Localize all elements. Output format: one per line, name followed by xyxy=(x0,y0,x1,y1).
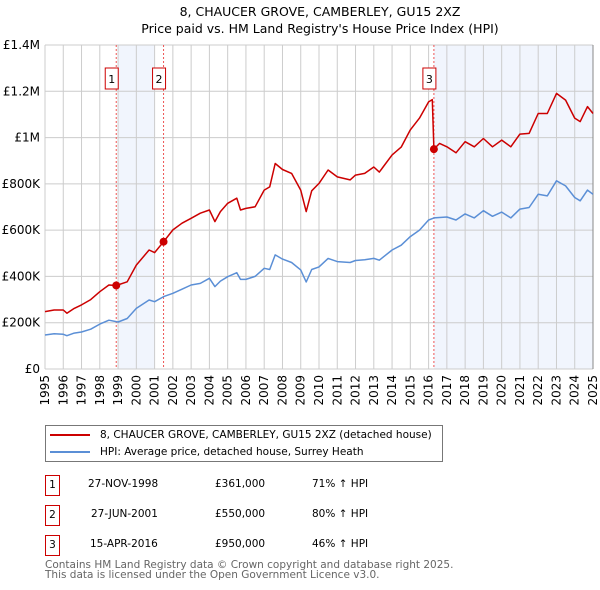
y-tick-label: £800K xyxy=(2,177,42,191)
x-tick-label: 2004 xyxy=(202,375,216,406)
sale-marker-label: 1 xyxy=(108,73,115,86)
sale-point-3 xyxy=(429,145,438,154)
sale-marker-box xyxy=(152,67,167,90)
x-tick-label: 2001 xyxy=(148,375,162,406)
hpi-line xyxy=(44,180,594,337)
sale-marker-label: 2 xyxy=(156,73,163,86)
shaded-period xyxy=(433,45,593,369)
sale-price: £550,000 xyxy=(215,508,266,520)
y-tick-label: £1.2M xyxy=(3,84,40,98)
x-tick-label: 2017 xyxy=(440,375,454,406)
x-tick-label: 2009 xyxy=(294,375,308,406)
legend-label: 8, CHAUCER GROVE, CAMBERLEY, GU15 2XZ (d… xyxy=(100,429,432,441)
attribution-line-2: This data is licensed under the Open Gov… xyxy=(45,569,380,581)
sale-hpi: 46% ↑ HPI xyxy=(312,538,369,550)
attribution-line-1: Contains HM Land Registry data © Crown c… xyxy=(45,559,454,571)
x-tick-label: 2013 xyxy=(367,375,381,406)
chart-title: 8, CHAUCER GROVE, CAMBERLEY, GU15 2XZ xyxy=(180,4,461,19)
sale-number: 1 xyxy=(45,475,60,496)
x-tick-label: 2011 xyxy=(330,375,344,406)
legend-item-hpi: HPI: Average price, detached house, Surr… xyxy=(50,444,363,460)
y-tick-label: £200K xyxy=(2,316,42,330)
attribution: Contains HM Land Registry data © Crown c… xyxy=(45,559,454,581)
x-tick-label: 2022 xyxy=(531,375,545,406)
property-price-line xyxy=(44,92,594,314)
sale-date: 27-JUN-2001 xyxy=(91,508,158,520)
legend-item-property: 8, CHAUCER GROVE, CAMBERLEY, GU15 2XZ (d… xyxy=(50,427,432,443)
legend-label: HPI: Average price, detached house, Surr… xyxy=(100,446,364,458)
x-tick-label: 2016 xyxy=(422,375,436,406)
x-tick-label: 1998 xyxy=(93,375,107,406)
x-tick-label: 2014 xyxy=(385,375,399,406)
x-tick-label: 2002 xyxy=(166,375,180,406)
x-tick-label: 2003 xyxy=(184,375,198,406)
y-tick-label: £600K xyxy=(2,223,42,237)
sale-price: £361,000 xyxy=(215,478,266,490)
x-tick-label: 2023 xyxy=(549,375,563,406)
sale-number: 2 xyxy=(45,505,60,526)
x-tick-label: 2025 xyxy=(586,375,600,406)
sale-row-3: 3 15-APR-2016 £950,000 46% ↑ HPI xyxy=(45,535,600,557)
x-tick-label: 1997 xyxy=(75,375,89,406)
y-tick-label: £1.4M xyxy=(3,38,40,52)
x-tick-label: 1996 xyxy=(56,375,70,406)
x-tick-label: 2008 xyxy=(275,375,289,406)
sale-hpi: 80% ↑ HPI xyxy=(312,508,369,520)
x-tick-label: 2020 xyxy=(495,375,509,406)
x-tick-label: 2006 xyxy=(239,375,253,406)
sale-marker-box xyxy=(422,67,437,90)
x-tick-label: 2000 xyxy=(129,375,143,406)
legend-swatch-blue xyxy=(50,451,90,453)
sale-date: 27-NOV-1998 xyxy=(88,478,159,490)
y-tick-label: £1M xyxy=(14,131,40,145)
sale-point-1 xyxy=(112,281,121,290)
chart-subtitle: Price paid vs. HM Land Registry's House … xyxy=(141,21,498,36)
x-tick-label: 1999 xyxy=(111,375,125,406)
legend-swatch-red xyxy=(50,434,90,436)
y-tick-label: £400K xyxy=(2,269,42,283)
x-tick-label: 2015 xyxy=(403,375,417,406)
x-tick-label: 2018 xyxy=(458,375,472,406)
sale-row-1: 1 27-NOV-1998 £361,000 71% ↑ HPI xyxy=(45,475,600,497)
sale-point-2 xyxy=(159,237,168,246)
x-tick-label: 2024 xyxy=(568,375,582,406)
x-tick-label: 1995 xyxy=(38,375,52,406)
sale-marker-box xyxy=(104,67,119,90)
x-tick-label: 2012 xyxy=(349,375,363,406)
sale-number: 3 xyxy=(45,535,60,556)
chart-legend: 8, CHAUCER GROVE, CAMBERLEY, GU15 2XZ (d… xyxy=(45,425,443,462)
sale-price: £950,000 xyxy=(215,538,266,550)
sale-marker-label: 3 xyxy=(426,73,433,86)
price-chart: 8, CHAUCER GROVE, CAMBERLEY, GU15 2XZ Pr… xyxy=(2,4,600,406)
y-tick-label: £0 xyxy=(25,362,40,376)
sale-hpi: 71% ↑ HPI xyxy=(312,478,369,490)
x-tick-label: 2019 xyxy=(476,375,490,406)
x-tick-label: 2010 xyxy=(312,375,326,406)
x-tick-label: 2005 xyxy=(221,375,235,406)
x-tick-label: 2007 xyxy=(257,375,271,406)
x-tick-label: 2021 xyxy=(513,375,527,406)
sale-row-2: 2 27-JUN-2001 £550,000 80% ↑ HPI xyxy=(45,505,600,527)
sale-date: 15-APR-2016 xyxy=(90,538,158,550)
